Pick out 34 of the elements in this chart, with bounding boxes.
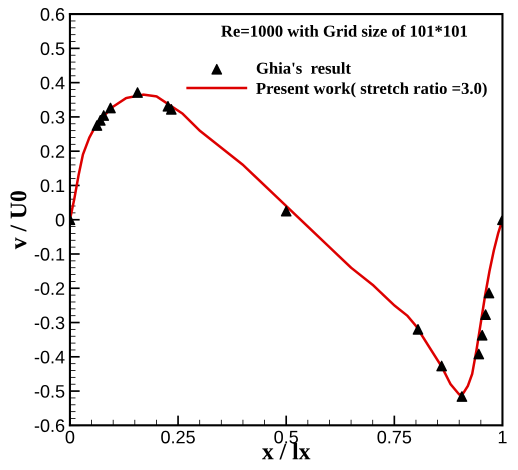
x-tick-label: 0.75 <box>377 430 412 444</box>
x-tick-label: 0 <box>66 430 74 444</box>
point <box>412 324 424 335</box>
y-tick-label: 0 <box>56 214 64 226</box>
y-tick-label: -0.4 <box>34 350 65 364</box>
point <box>105 102 116 114</box>
x-axis-title: x / lx <box>262 442 310 460</box>
x-tick-label: 0.25 <box>161 430 195 444</box>
x-tick-label: 0.5 <box>274 430 298 444</box>
y-tick-label: -0.5 <box>34 385 64 398</box>
point <box>280 206 292 217</box>
y-tick-label: 0.1 <box>40 179 64 192</box>
point <box>132 87 143 98</box>
x-tick-label: 1 <box>498 430 507 444</box>
point <box>484 288 494 298</box>
y-tick-label: -0.2 <box>34 282 64 295</box>
y-tick-label: -0.6 <box>34 419 64 432</box>
point <box>166 104 177 115</box>
y-tick-label: 0.5 <box>40 42 64 56</box>
point <box>473 348 484 360</box>
y-axis-title: v / U0 <box>10 191 26 250</box>
legend-label: Present work( stretch ratio =3.0) <box>256 82 487 98</box>
point <box>476 330 488 341</box>
y-tick-label: 0.6 <box>40 8 64 21</box>
annotation: Re=1000 with Grid size of 101*101 <box>221 24 467 37</box>
y-tick-label: -0.1 <box>34 248 64 261</box>
point <box>436 360 447 372</box>
y-tick-label: 0.2 <box>40 145 64 158</box>
legend-label: Ghia's result <box>256 62 351 74</box>
point <box>456 391 468 402</box>
y-tick-label: 0.3 <box>40 110 64 124</box>
y-tick-label: -0.3 <box>34 316 64 330</box>
y-tick-label: 0.4 <box>40 76 65 90</box>
point <box>480 309 491 320</box>
